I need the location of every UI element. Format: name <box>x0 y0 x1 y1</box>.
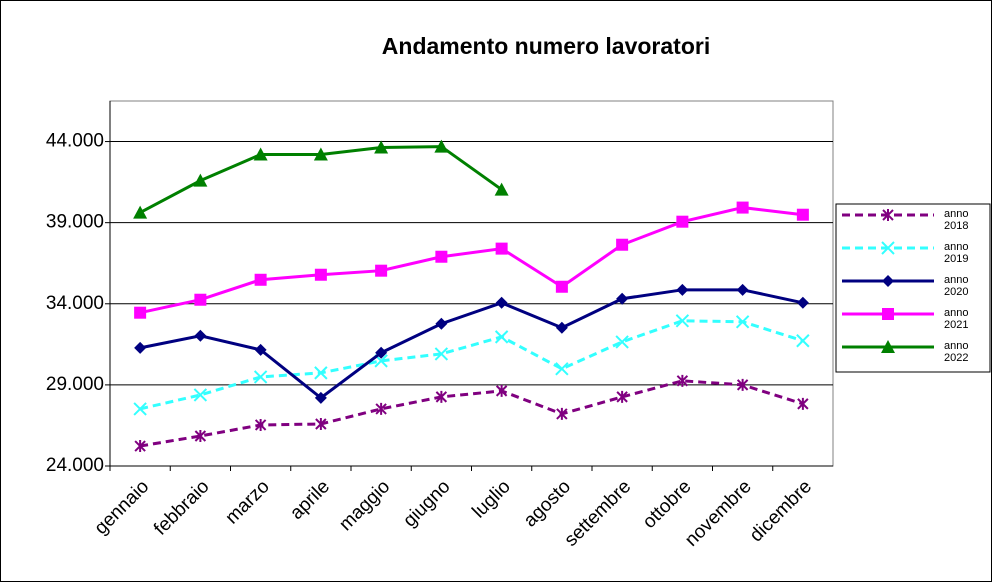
marker <box>616 238 629 251</box>
marker <box>797 397 809 410</box>
marker <box>133 205 148 219</box>
marker <box>314 268 327 281</box>
series-line <box>139 206 804 315</box>
y-tick-label: 29.000 <box>46 374 104 395</box>
legend-label-box: anno 2021 <box>944 307 969 331</box>
marker <box>254 418 267 431</box>
series-line <box>139 379 804 448</box>
y-tick-label: 24.000 <box>46 455 104 476</box>
marker <box>314 366 328 380</box>
series-line <box>139 319 804 411</box>
marker <box>435 317 448 330</box>
y-tick-label: 34.000 <box>46 293 104 314</box>
marker <box>254 273 267 286</box>
marker <box>615 335 629 349</box>
legend-label-box: anno 2019 <box>944 241 969 265</box>
legend-label: anno 2019 <box>944 241 969 265</box>
legend-box <box>835 203 991 373</box>
marker <box>375 346 388 359</box>
marker <box>736 283 749 296</box>
marker <box>375 402 387 415</box>
marker <box>194 293 207 306</box>
marker <box>796 296 809 309</box>
y-tick-label: 39.000 <box>46 212 104 233</box>
marker <box>495 242 508 255</box>
legend-label: anno 2021 <box>944 307 969 331</box>
marker <box>253 370 268 384</box>
marker <box>676 283 689 296</box>
marker <box>375 264 388 277</box>
marker <box>676 374 689 387</box>
marker <box>313 147 328 161</box>
marker <box>495 296 508 309</box>
marker <box>555 321 568 334</box>
marker <box>556 407 568 420</box>
marker <box>676 215 689 228</box>
marker <box>134 440 146 453</box>
marker <box>616 390 628 403</box>
series-line <box>139 288 804 400</box>
legend-label: anno 2020 <box>944 274 969 298</box>
plot-area <box>109 100 834 467</box>
marker <box>315 417 327 430</box>
marker <box>882 275 894 287</box>
marker <box>194 329 207 342</box>
marker <box>882 209 894 221</box>
marker <box>796 208 809 221</box>
legend-label: anno 2018 <box>944 208 969 232</box>
marker <box>314 391 327 404</box>
marker <box>133 402 147 416</box>
marker <box>736 378 749 391</box>
marker <box>881 241 895 255</box>
marker <box>494 330 509 344</box>
marker <box>134 341 147 354</box>
marker <box>254 343 267 356</box>
marker <box>434 139 449 153</box>
legend-label-box: anno 2022 <box>944 340 969 364</box>
marker <box>735 315 750 329</box>
marker <box>374 140 389 154</box>
legend-label-box: anno 2018 <box>944 208 969 232</box>
marker <box>193 388 208 402</box>
marker <box>434 347 449 361</box>
marker <box>193 173 208 187</box>
legend-label-box: anno 2020 <box>944 274 969 298</box>
y-tick-label: 44.000 <box>46 131 104 152</box>
marker <box>435 390 448 403</box>
marker <box>194 429 207 442</box>
marker <box>555 362 569 376</box>
marker <box>736 201 749 214</box>
marker <box>494 182 509 196</box>
chart-title: Andamento numero lavoratori <box>382 33 710 59</box>
marker <box>796 334 810 348</box>
marker <box>881 340 895 353</box>
marker <box>253 147 268 161</box>
marker <box>675 314 690 328</box>
legend-label: anno 2022 <box>944 340 969 364</box>
marker <box>882 308 894 320</box>
marker <box>495 384 508 397</box>
marker <box>555 280 568 293</box>
marker <box>435 250 448 263</box>
marker <box>616 292 629 305</box>
marker <box>134 306 147 319</box>
